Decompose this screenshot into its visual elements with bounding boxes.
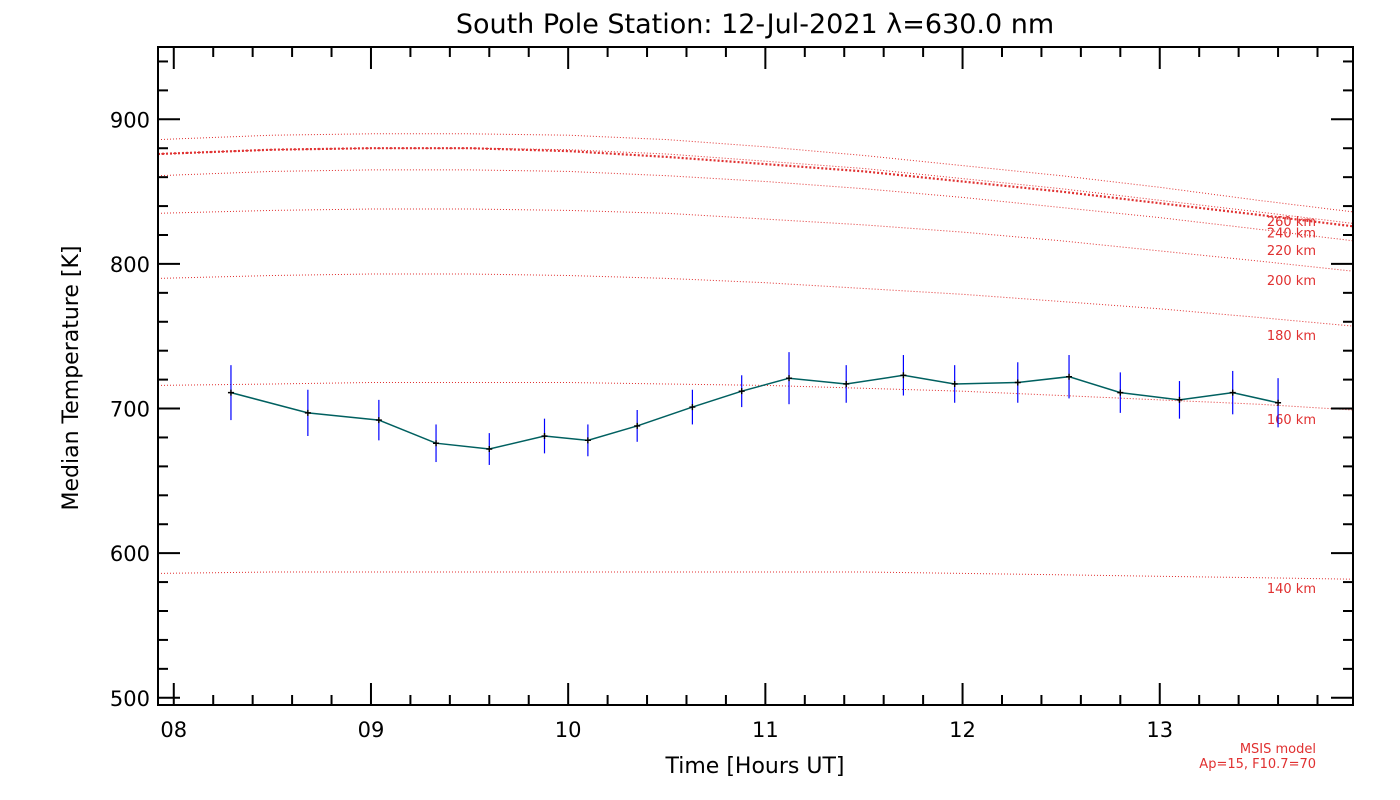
x-tick-label: 08 [160, 718, 187, 742]
y-axis-label: Median Temperature [K] [59, 246, 84, 511]
x-tick-label: 11 [752, 718, 779, 742]
x-tick-label: 09 [358, 718, 385, 742]
model-label-180-km: 180 km [1267, 329, 1316, 344]
data-point [1014, 379, 1021, 386]
plot-frame [157, 46, 1354, 706]
data-point [738, 388, 745, 395]
model-label-140-km: 140 km [1267, 582, 1316, 597]
data-point [951, 380, 958, 387]
model-curve-220-km [157, 169, 1354, 242]
model-label-160-km: 160 km [1267, 413, 1316, 428]
model-label-260-km: 260 km [1267, 215, 1316, 230]
data-point [1117, 389, 1124, 396]
msis-params-note: Ap=15, F10.7=70 [1199, 757, 1316, 772]
data-point [843, 380, 850, 387]
y-tick-label: 900 [110, 108, 150, 132]
data-point [584, 437, 591, 444]
data-point [433, 440, 440, 447]
data-point [486, 446, 493, 453]
data-point [900, 372, 907, 379]
model-label-240-km: 240 km [1267, 226, 1316, 241]
model-curves-layer: 140 km 160 km 180 km 200 km 220 km 240 km260 … [157, 133, 1354, 597]
y-tick-label: 800 [110, 253, 150, 277]
chart-title: South Pole Station: 12-Jul-2021 λ=630.0 … [456, 9, 1054, 40]
model-curve-140-km [157, 571, 1354, 580]
y-tick-label: 600 [110, 542, 150, 566]
data-point [689, 404, 696, 411]
model-curve-highlight [157, 147, 1354, 228]
data-point [304, 409, 311, 416]
y-tick-label: 700 [110, 398, 150, 422]
data-point [1066, 373, 1073, 380]
model-curve-260-km [157, 133, 1354, 213]
data-point [1229, 389, 1236, 396]
msis-model-note: MSIS model [1240, 742, 1316, 757]
x-tick-label: 10 [555, 718, 582, 742]
model-curve-180-km [157, 273, 1354, 327]
measurement-layer [227, 352, 1282, 465]
data-point [786, 375, 793, 382]
model-curve-240-km [157, 147, 1354, 224]
model-label-200-km: 200 km [1267, 274, 1316, 289]
data-point [541, 433, 548, 440]
x-tick-label: 13 [1146, 718, 1173, 742]
model-curve-160-km [157, 382, 1354, 411]
model-label-220-km: 220 km [1267, 244, 1316, 259]
x-axis-label: Time [Hours UT] [665, 754, 845, 779]
temperature-series-line [230, 374, 1279, 450]
axes-layer: 500 600 700 800 900 08 09 10 11 12 13 [110, 46, 1354, 742]
data-point [1275, 399, 1282, 406]
data-point [1176, 396, 1183, 403]
data-point [634, 422, 641, 429]
data-point [227, 389, 234, 396]
x-tick-label: 12 [949, 718, 976, 742]
y-tick-label: 500 [110, 687, 150, 711]
data-point [375, 417, 382, 424]
model-curve-200-km [157, 208, 1354, 272]
